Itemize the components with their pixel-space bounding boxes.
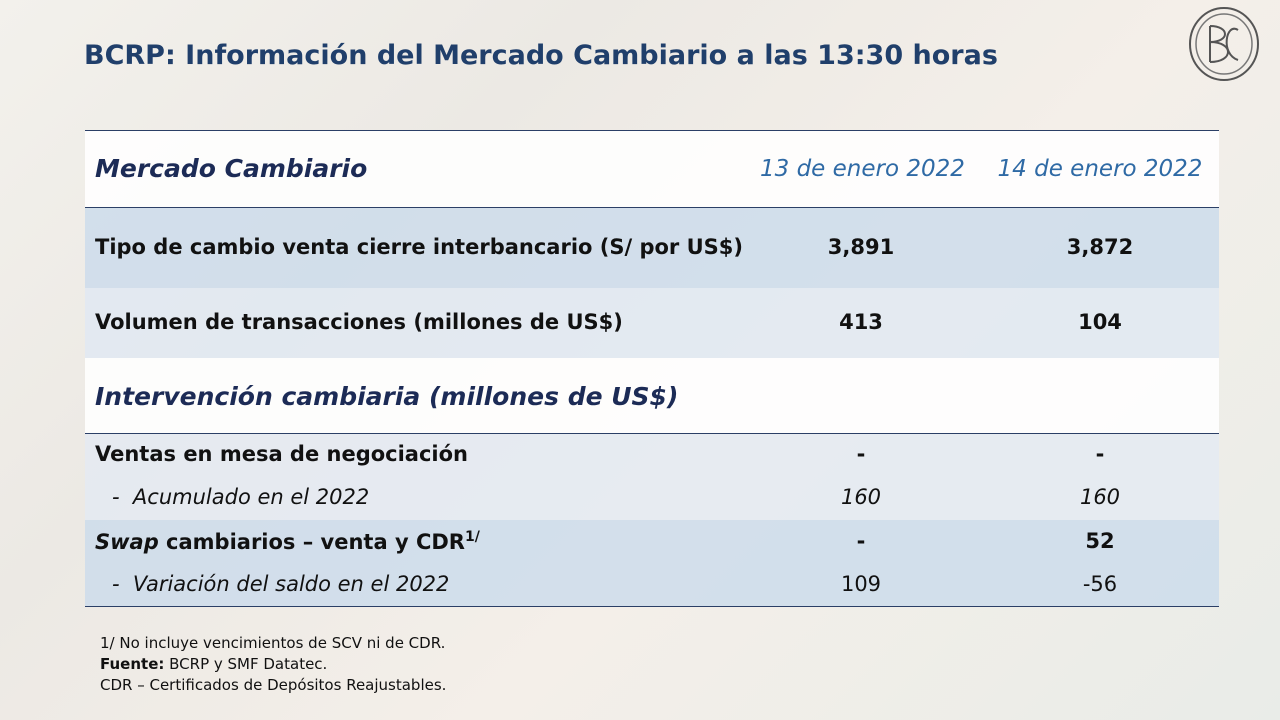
header-band [85, 131, 1219, 207]
row-band [85, 288, 1219, 358]
column-header: 13 de enero 2022 [760, 156, 965, 182]
cell: 3,872 [1066, 235, 1134, 259]
section-band [85, 358, 1219, 433]
row-band [85, 434, 1219, 520]
cell: 52 [1085, 529, 1115, 553]
row-label: Swap cambiarios – venta y CDR1/ [95, 529, 480, 554]
column-header: 14 de enero 2022 [997, 156, 1203, 182]
source: Fuente: BCRP y SMF Datatec. [100, 655, 327, 673]
cell: 413 [839, 310, 883, 334]
rule [85, 606, 1219, 607]
row-label: - Variación del saldo en el 2022 [112, 572, 450, 596]
title: BCRP: Información del Mercado Cambiario … [84, 40, 998, 71]
cell: -56 [1082, 572, 1118, 596]
row-label: Tipo de cambio venta cierre interbancari… [95, 235, 743, 259]
source-label: Fuente: [100, 655, 165, 673]
cell: 160 [1079, 485, 1121, 509]
footnote: 1/ No incluye vencimientos de SCV ni de … [100, 634, 446, 652]
logo [1189, 7, 1259, 81]
cell: - [1095, 442, 1105, 466]
source-text: BCRP y SMF Datatec. [164, 655, 328, 673]
cell: 104 [1078, 310, 1122, 334]
footnote-mark: 1/ [464, 529, 480, 545]
cell: - [856, 529, 866, 553]
cell: 3,891 [827, 235, 895, 259]
cell: 160 [840, 485, 882, 509]
row-label: - Acumulado en el 2022 [112, 485, 370, 509]
row-band [85, 520, 1219, 606]
section-header: Intervención cambiaria (millones de US$) [95, 382, 679, 411]
cell: - [856, 442, 866, 466]
rule [85, 207, 1219, 208]
footnote: CDR – Certificados de Depósitos Reajusta… [100, 676, 447, 694]
rule [85, 130, 1219, 131]
label-italic: Swap [95, 530, 159, 554]
cell: 109 [840, 572, 882, 596]
row-label: Volumen de transacciones (millones de US… [95, 310, 623, 334]
row-label: Ventas en mesa de negociación [95, 442, 469, 466]
label-text: cambiarios – venta y CDR [158, 530, 465, 554]
column-header: Mercado Cambiario [95, 154, 368, 183]
row-band [85, 208, 1219, 288]
rule [85, 433, 1219, 434]
